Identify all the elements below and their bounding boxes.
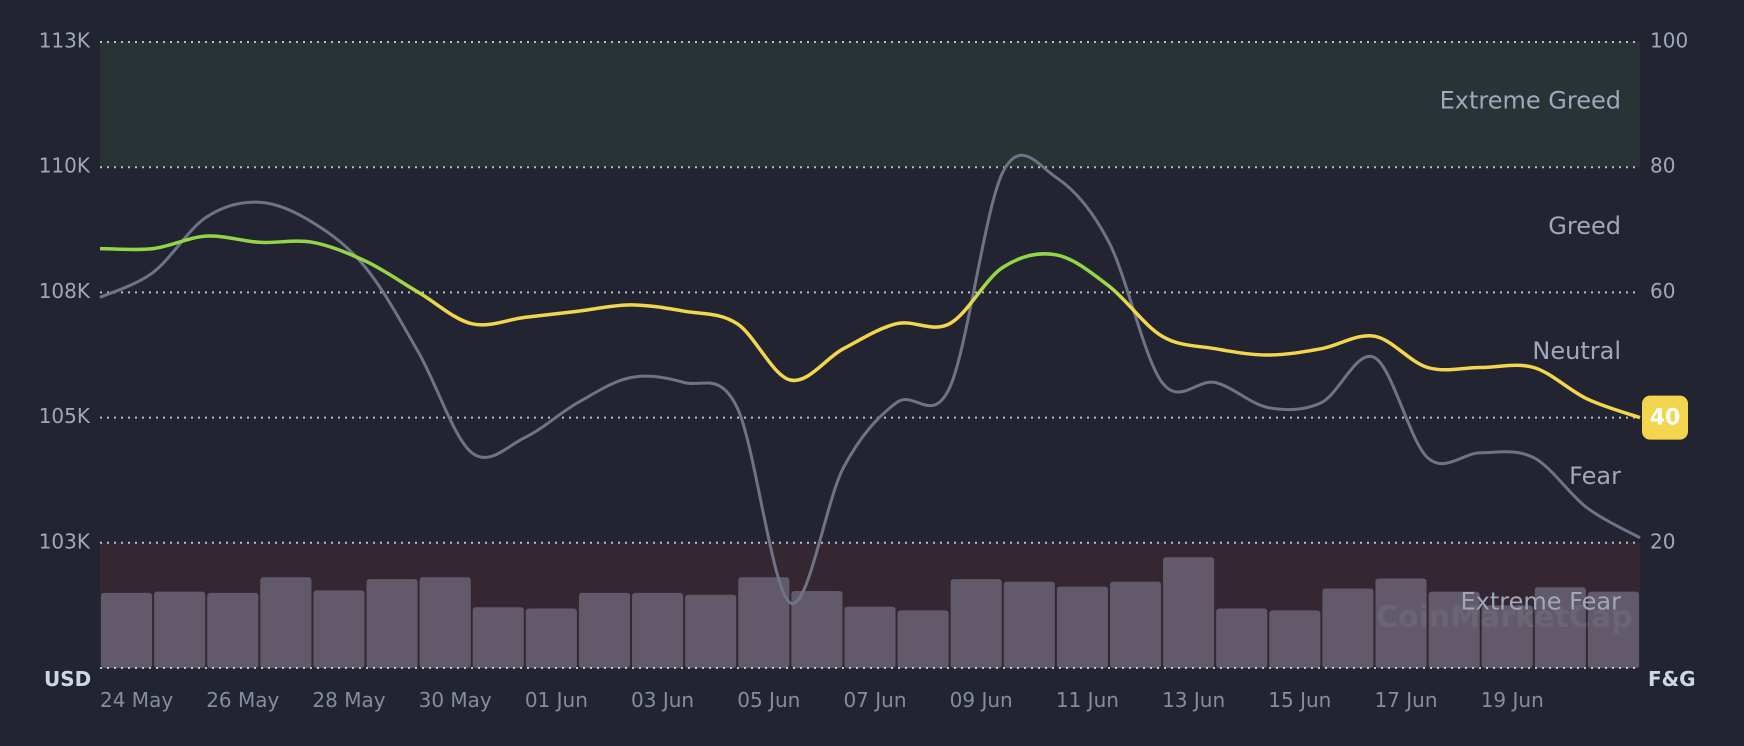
right-tick-label: 60 xyxy=(1650,279,1675,303)
volume-bar xyxy=(419,577,471,668)
fear-greed-line xyxy=(99,234,1641,420)
right-tick-label: 80 xyxy=(1650,154,1675,178)
left-tick-label: 110K xyxy=(39,154,91,178)
price-series xyxy=(99,153,1641,605)
volume-bar xyxy=(101,592,153,668)
zone-label: Neutral xyxy=(1532,337,1621,365)
volume-bar xyxy=(791,591,843,668)
left-tick-label: 105K xyxy=(39,404,91,428)
right-tick-label: 100 xyxy=(1650,29,1688,53)
volume-bar xyxy=(1375,578,1427,668)
current-value-badge: 40 xyxy=(1642,395,1688,440)
zone-label: Fear xyxy=(1569,462,1621,490)
x-tick-label: 05 Jun xyxy=(737,688,800,712)
volume-bar xyxy=(897,610,949,668)
x-tick-label: 09 Jun xyxy=(950,688,1013,712)
volume-bar xyxy=(366,579,418,668)
right-axis-ticks: 100 80 60 40 20 xyxy=(1650,29,1688,554)
left-tick-label: 113K xyxy=(39,29,91,53)
x-tick-label: 19 Jun xyxy=(1481,688,1544,712)
fear-greed-series xyxy=(99,234,1641,420)
volume-bar xyxy=(1269,610,1321,668)
x-tick-label: 26 May xyxy=(206,688,279,712)
volume-bar xyxy=(154,591,206,668)
x-tick-label: 03 Jun xyxy=(631,688,694,712)
watermark-text: CoinMarketCap xyxy=(1376,600,1633,635)
zone-band-0 xyxy=(100,42,1640,168)
x-tick-label: 07 Jun xyxy=(843,688,906,712)
volume-bar xyxy=(1428,591,1480,668)
x-tick-label: 30 May xyxy=(419,688,492,712)
gridlines xyxy=(100,41,1640,669)
right-axis-unit: F&G xyxy=(1648,667,1696,691)
volume-bar xyxy=(260,577,312,668)
volume-bar xyxy=(1481,605,1533,668)
badge-value: 40 xyxy=(1650,406,1681,431)
left-axis-ticks: 113K 110K 108K 105K 103K xyxy=(39,29,91,554)
volume-bar xyxy=(525,608,577,668)
volume-bar xyxy=(1056,586,1108,668)
volume-bar xyxy=(1216,608,1268,668)
left-tick-label: 108K xyxy=(39,279,91,303)
volume-bar xyxy=(1003,581,1055,668)
x-tick-label: 15 Jun xyxy=(1268,688,1331,712)
left-tick-label: 103K xyxy=(39,529,91,553)
volume-bar xyxy=(685,594,737,668)
volume-bar xyxy=(1587,591,1639,668)
x-tick-label: 17 Jun xyxy=(1374,688,1437,712)
x-tick-label: 28 May xyxy=(312,688,385,712)
volume-bar xyxy=(632,592,684,668)
volume-bar xyxy=(313,590,365,668)
zone-label: Extreme Fear xyxy=(1461,587,1622,615)
x-tick-label: 01 Jun xyxy=(525,688,588,712)
x-tick-label: 11 Jun xyxy=(1056,688,1119,712)
left-axis-unit: USD xyxy=(44,667,91,691)
volume-bar xyxy=(1163,557,1215,668)
x-tick-label: 24 May xyxy=(100,688,173,712)
price-line xyxy=(99,153,1641,605)
zone-label: Greed xyxy=(1548,212,1621,240)
badge-background xyxy=(1642,395,1688,440)
volume-bar xyxy=(1534,587,1586,668)
volume-bar xyxy=(1322,588,1374,668)
x-axis-ticks: 24 May 26 May 28 May 30 May 01 Jun 03 Jun 05 J… xyxy=(100,688,1544,712)
volume-bar xyxy=(738,577,790,668)
zone-labels: Extreme Greed Greed Neutral Fear Extreme Fea… xyxy=(1440,87,1621,616)
volume-bar xyxy=(578,592,631,668)
x-tick-label: 13 Jun xyxy=(1162,688,1225,712)
volume-bar xyxy=(207,592,259,668)
right-tick-label: 20 xyxy=(1650,529,1675,553)
zone-label: Extreme Greed xyxy=(1440,87,1621,115)
volume-bars xyxy=(101,557,1639,668)
volume-bar xyxy=(472,607,524,668)
volume-bar xyxy=(1109,581,1162,668)
volume-bar xyxy=(950,579,1002,668)
volume-bar xyxy=(844,606,896,668)
